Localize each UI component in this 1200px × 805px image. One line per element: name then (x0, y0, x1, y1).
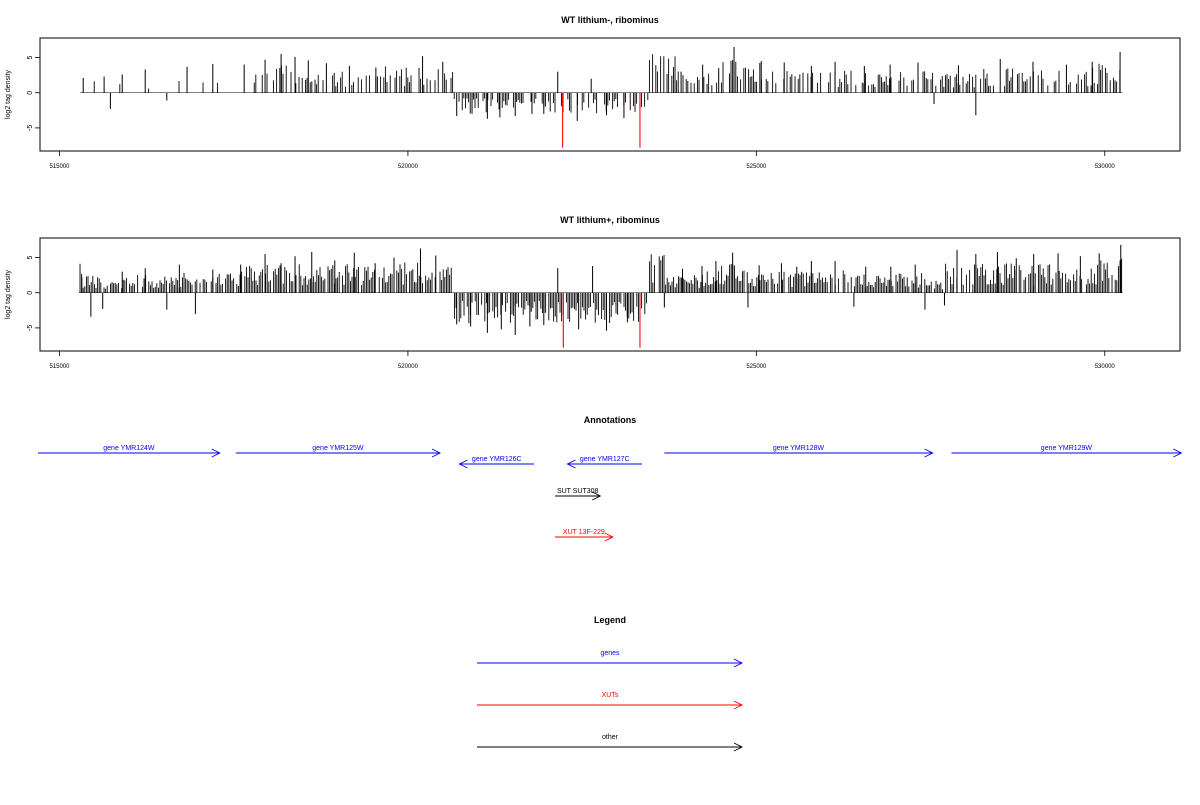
x-tick-label: 530000 (1095, 364, 1116, 370)
bar-texture (79, 254, 1123, 324)
feature-label: gene YMR124W (103, 445, 155, 452)
feature-label: gene YMR126C (472, 456, 522, 463)
x-tick-label: 530000 (1095, 164, 1116, 170)
legend-arrowhead (733, 742, 744, 752)
feature-label: XUT 13F-229 (563, 529, 605, 536)
feature-arrowhead (566, 459, 576, 469)
annotations-title: Annotations (584, 415, 637, 425)
legend-item-genes: genes (477, 650, 744, 668)
feature-label: gene YMR125W (312, 445, 364, 452)
chart-title: WT lithium-, ribominus (561, 15, 659, 25)
feature-xut-13f-229: XUT 13F-229 (554, 529, 614, 542)
x-tick-label: 515000 (49, 164, 70, 170)
feature-gene-ymr124w: gene YMR124W (38, 445, 221, 458)
legend-panel: Legend genes XUTs other (477, 615, 744, 752)
plot-frame (39, 37, 1181, 152)
legend-item-other: other (477, 734, 744, 752)
feature-gene-ymr129w: gene YMR129W (951, 445, 1183, 458)
feature-arrowhead (1173, 448, 1183, 458)
chart-title: WT lithium+, ribominus (560, 215, 660, 225)
feature-label: gene YMR127C (580, 456, 630, 463)
feature-arrowhead (431, 448, 441, 458)
chart-panel-lithium-plus: WT lithium+, ribominus log2 tag density -5… (5, 215, 1181, 370)
y-axis-label: log2 tag density (5, 69, 12, 119)
legend-label: other (602, 734, 619, 741)
y-tick-label: 5 (27, 56, 34, 60)
y-tick-label: 5 (27, 256, 34, 260)
feature-gene-ymr126c: gene YMR126C (458, 456, 535, 469)
feature-label: SUT SUT308 (557, 488, 599, 495)
x-tick-label: 515000 (49, 364, 70, 370)
feature-label: gene YMR128W (773, 445, 825, 452)
feature-arrowhead (458, 459, 468, 469)
feature-arrowhead (924, 448, 934, 458)
feature-gene-ymr128w: gene YMR128W (664, 445, 934, 458)
annotations-panel: Annotations gene YMR124W gene YMR125W gene … (38, 415, 1183, 542)
legend-title: Legend (594, 615, 626, 625)
legend-item-xuts: XUTs (477, 692, 744, 710)
x-tick-label: 525000 (746, 364, 767, 370)
y-tick-label: 0 (27, 291, 34, 295)
legend-label: genes (600, 650, 620, 657)
feature-arrowhead (211, 448, 221, 458)
x-tick-label: 520000 (398, 164, 419, 170)
feature-gene-ymr127c: gene YMR127C (566, 456, 643, 469)
plot-frame (39, 237, 1181, 352)
legend-arrowhead (733, 700, 744, 710)
y-tick-label: -5 (27, 325, 34, 331)
y-tick-label: 0 (27, 91, 34, 95)
legend-label: XUTs (602, 692, 619, 699)
feature-gene-ymr125w: gene YMR125W (235, 445, 441, 458)
y-tick-label: -5 (27, 125, 34, 131)
feature-arrowhead (604, 532, 614, 542)
feature-label: gene YMR129W (1041, 445, 1093, 452)
legend-arrowhead (733, 658, 744, 668)
feature-arrowhead (592, 491, 602, 501)
x-tick-label: 525000 (746, 164, 767, 170)
y-axis-label: log2 tag density (5, 269, 12, 319)
chart-panel-lithium-minus: WT lithium-, ribominus log2 tag density -5… (5, 15, 1181, 170)
feature-sut-sut308: SUT SUT308 (554, 488, 602, 501)
x-tick-label: 520000 (398, 364, 419, 370)
